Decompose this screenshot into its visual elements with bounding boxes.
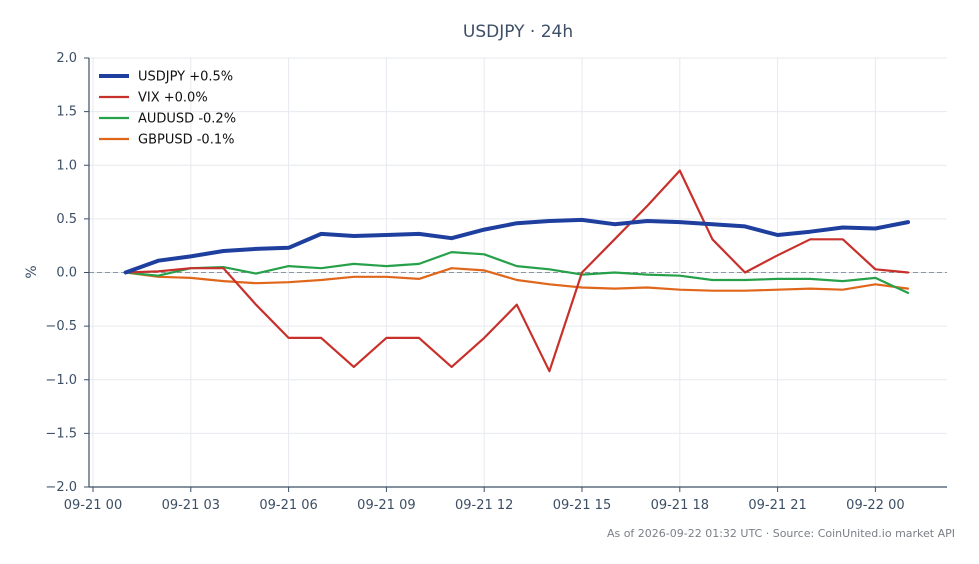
x-tick-label: 09-21 00 [64, 498, 122, 513]
y-tick-label: 0.5 [56, 212, 77, 227]
y-tick-label: −1.0 [45, 373, 77, 388]
chart-title: USDJPY · 24h [463, 22, 573, 42]
x-tick-label: 09-21 21 [748, 498, 806, 513]
legend-label-usdjpy: USDJPY +0.5% [138, 70, 233, 85]
y-tick-label: 1.0 [56, 158, 77, 173]
series-lines [123, 169, 910, 373]
x-tick-label: 09-21 15 [553, 498, 611, 513]
x-tick-label: 09-21 09 [357, 498, 415, 513]
y-tick-label: −1.5 [45, 426, 77, 441]
series-line-audusd [124, 251, 910, 294]
x-tick-label: 09-21 18 [651, 498, 709, 513]
legend-label-audusd: AUDUSD -0.2% [138, 112, 236, 127]
footer-source: As of 2026-09-22 01:32 UTC · Source: Coi… [607, 527, 955, 540]
series-line-usdjpy [123, 217, 910, 275]
x-tick-label: 09-21 06 [259, 498, 317, 513]
y-axis-label: % [24, 265, 40, 278]
x-tick-label: 09-22 00 [846, 498, 904, 513]
y-tick-label: 2.0 [56, 51, 77, 66]
series-line-vix [124, 169, 910, 373]
y-tick-labels: 2.0 1.5 1.0 0.5 0.0 −0.5 −1.0 −1.5 −2.0 [45, 51, 77, 495]
y-tick-label: −0.5 [45, 319, 77, 334]
legend-label-vix: VIX +0.0% [138, 91, 208, 106]
x-tick-label: 09-21 03 [162, 498, 220, 513]
y-tick-label: 1.5 [56, 105, 77, 120]
legend: USDJPY +0.5% VIX +0.0% AUDUSD -0.2% GBPUSD … [99, 70, 236, 148]
x-tick-label: 09-21 12 [455, 498, 513, 513]
x-tick-labels: 09-21 00 09-21 03 09-21 06 09-21 09 09-21 12… [64, 498, 905, 513]
y-tick-label: 0.0 [56, 266, 77, 281]
grid [89, 57, 947, 488]
axes [84, 57, 947, 492]
y-tick-label: −2.0 [45, 480, 77, 495]
series-line-gbpusd [124, 267, 910, 292]
legend-label-gbpusd: GBPUSD -0.1% [138, 133, 234, 148]
